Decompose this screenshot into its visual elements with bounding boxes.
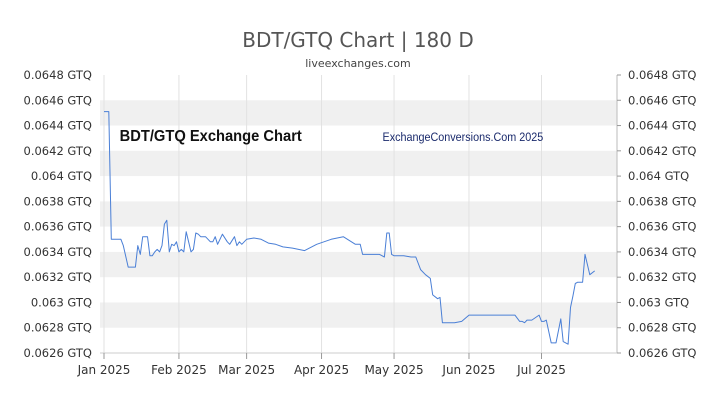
y-tick-label-left: 0.0642 GTQ [24, 144, 92, 158]
y-tick-label-right: 0.0648 GTQ [628, 68, 696, 82]
y-tick-label-left: 0.0632 GTQ [24, 270, 92, 284]
y-tick-label-left: 0.064 GTQ [31, 169, 92, 183]
y-tick-label-right: 0.0626 GTQ [628, 346, 696, 360]
x-tick-label: Apr 2025 [294, 363, 349, 377]
chart-title: BDT/GTQ Chart | 180 D [242, 28, 474, 52]
y-tick-label-right: 0.0636 GTQ [628, 220, 696, 234]
x-tick-label: Jan 2025 [77, 363, 131, 377]
y-tick-label-right: 0.0644 GTQ [628, 119, 696, 133]
series-line [104, 111, 596, 345]
grid-bands [100, 75, 617, 353]
y-tick-label-right: 0.0632 GTQ [628, 270, 696, 284]
y-tick-label-left: 0.063 GTQ [31, 295, 92, 309]
y-tick-label-right: 0.0646 GTQ [628, 93, 696, 107]
grid-band [100, 251, 617, 278]
grid-band [100, 100, 617, 126]
y-axis-left: 0.0648 GTQ 0.0646 GTQ 0.0644 GTQ 0.0642 GTQ… [24, 68, 92, 360]
series-group [104, 111, 596, 345]
x-tick-label: May 2025 [364, 363, 423, 377]
y-tick-label-left: 0.0636 GTQ [24, 220, 92, 234]
x-axis: Jan 2025 Feb 2025 Mar 2025 Apr 2025 May 2025… [77, 352, 617, 377]
y-tick-label-right: 0.0628 GTQ [628, 321, 696, 335]
y-tick-label-left: 0.0646 GTQ [24, 93, 92, 107]
y-tick-label-right: 0.063 GTQ [628, 295, 689, 309]
y-tick-label-left: 0.0644 GTQ [24, 119, 92, 133]
x-tick-label: Mar 2025 [218, 363, 275, 377]
x-tick-label: Jul 2025 [516, 363, 566, 377]
watermark: ExchangeConversions.Com 2025 [383, 132, 544, 145]
y-tick-label-right: 0.0638 GTQ [628, 194, 696, 208]
y-tick-label-left: 0.0628 GTQ [24, 321, 92, 335]
y-tick-label-right: 0.064 GTQ [628, 169, 689, 183]
y-axis-right: 0.0648 GTQ 0.0646 GTQ 0.0644 GTQ 0.0642 GTQ… [616, 68, 696, 360]
grid-band [100, 201, 617, 227]
y-tick-label-right: 0.0642 GTQ [628, 144, 696, 158]
y-tick-label-left: 0.0638 GTQ [24, 194, 92, 208]
grid-band [100, 302, 617, 328]
x-tick-label: Jun 2025 [441, 363, 495, 377]
y-tick-label-left: 0.0626 GTQ [24, 346, 92, 360]
y-tick-label-right: 0.0634 GTQ [628, 245, 696, 259]
y-tick-label-left: 0.0634 GTQ [24, 245, 92, 259]
grid-band [100, 150, 617, 177]
y-tick-label-left: 0.0648 GTQ [24, 68, 92, 82]
chart-subtitle: liveexchanges.com [305, 57, 410, 70]
inner-chart-title: BDT/GTQ Exchange Chart [120, 127, 302, 145]
x-tick-label: Feb 2025 [151, 363, 207, 377]
